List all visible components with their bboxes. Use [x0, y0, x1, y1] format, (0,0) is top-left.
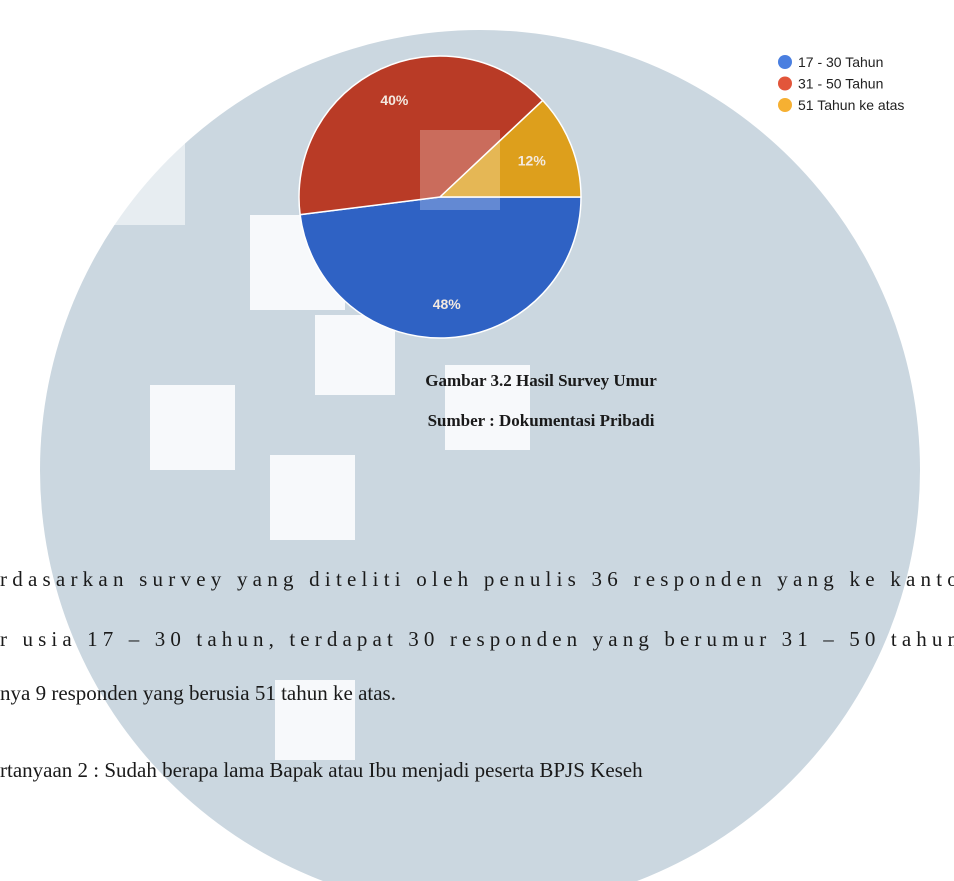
legend-label: 31 - 50 Tahun [798, 76, 883, 92]
pie-highlight [420, 130, 500, 210]
legend-swatch [778, 76, 792, 91]
paragraph-line: nya 9 responden yang berusia 51 tahun ke… [0, 681, 396, 705]
legend-label: 17 - 30 Tahun [798, 54, 883, 70]
pie-chart: 48% 40% 12% [298, 55, 582, 339]
slice-label: 48% [433, 296, 462, 312]
legend-swatch [778, 98, 792, 112]
pie-slice [299, 196, 582, 339]
legend-label: 51 Tahun ke atas [798, 97, 904, 113]
pie-slice [438, 99, 582, 198]
legend-swatch [778, 55, 792, 69]
paragraph-line: rdasarkan survey yang diteliti oleh penu… [0, 567, 954, 591]
slice-label: 40% [380, 92, 409, 108]
caption-title: Gambar 3.2 Hasil Survey Umur [425, 371, 657, 390]
watermark [40, 30, 920, 881]
pie-slice [298, 55, 544, 216]
caption-source: Sumber : Dokumentasi Pribadi [428, 411, 655, 430]
slice-label: 12% [518, 153, 547, 169]
question: rtanyaan 2 : Sudah berapa lama Bapak ata… [0, 758, 643, 782]
